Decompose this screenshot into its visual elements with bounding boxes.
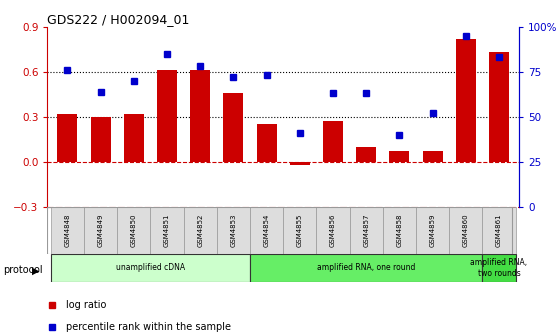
Text: GSM4850: GSM4850 xyxy=(131,213,137,247)
Text: log ratio: log ratio xyxy=(66,300,107,310)
Bar xyxy=(190,70,210,162)
Bar xyxy=(389,151,410,162)
Text: GSM4853: GSM4853 xyxy=(230,213,237,247)
Bar xyxy=(217,207,250,254)
Text: GSM4858: GSM4858 xyxy=(396,213,402,247)
Bar xyxy=(383,207,416,254)
Bar xyxy=(250,254,483,282)
Bar xyxy=(350,207,383,254)
Bar xyxy=(117,207,150,254)
Bar xyxy=(157,70,177,162)
Bar xyxy=(51,254,250,282)
Bar xyxy=(184,207,217,254)
Bar xyxy=(57,114,78,162)
Text: GSM4857: GSM4857 xyxy=(363,213,369,247)
Bar xyxy=(290,162,310,165)
Bar xyxy=(90,117,110,162)
Text: GSM4849: GSM4849 xyxy=(98,213,104,247)
Bar xyxy=(422,151,442,162)
Bar xyxy=(483,254,516,282)
Text: GDS222 / H002094_01: GDS222 / H002094_01 xyxy=(47,13,190,26)
Bar xyxy=(124,114,144,162)
Bar xyxy=(250,207,283,254)
Text: GSM4859: GSM4859 xyxy=(430,213,436,247)
Bar xyxy=(323,121,343,162)
Text: ▶: ▶ xyxy=(32,265,40,276)
Bar xyxy=(51,207,84,254)
Bar xyxy=(283,207,316,254)
Bar xyxy=(150,207,184,254)
Text: GSM4848: GSM4848 xyxy=(64,213,70,247)
Text: amplified RNA, one round: amplified RNA, one round xyxy=(317,263,415,272)
Text: GSM4855: GSM4855 xyxy=(297,213,303,247)
Bar xyxy=(356,147,376,162)
Bar xyxy=(257,124,277,162)
Bar xyxy=(456,39,476,162)
Bar xyxy=(483,207,516,254)
Text: unamplified cDNA: unamplified cDNA xyxy=(116,263,185,272)
Text: percentile rank within the sample: percentile rank within the sample xyxy=(66,322,231,332)
Text: GSM4852: GSM4852 xyxy=(197,213,203,247)
Text: GSM4854: GSM4854 xyxy=(263,213,270,247)
Text: amplified RNA,
two rounds: amplified RNA, two rounds xyxy=(470,258,527,278)
Bar xyxy=(416,207,449,254)
Bar xyxy=(223,93,243,162)
Bar xyxy=(84,207,117,254)
Text: protocol: protocol xyxy=(3,265,42,276)
Bar xyxy=(316,207,350,254)
Text: GSM4856: GSM4856 xyxy=(330,213,336,247)
Bar xyxy=(449,207,483,254)
Bar xyxy=(489,52,509,162)
Text: GSM4860: GSM4860 xyxy=(463,213,469,247)
Text: GSM4861: GSM4861 xyxy=(496,213,502,247)
Text: GSM4851: GSM4851 xyxy=(164,213,170,247)
